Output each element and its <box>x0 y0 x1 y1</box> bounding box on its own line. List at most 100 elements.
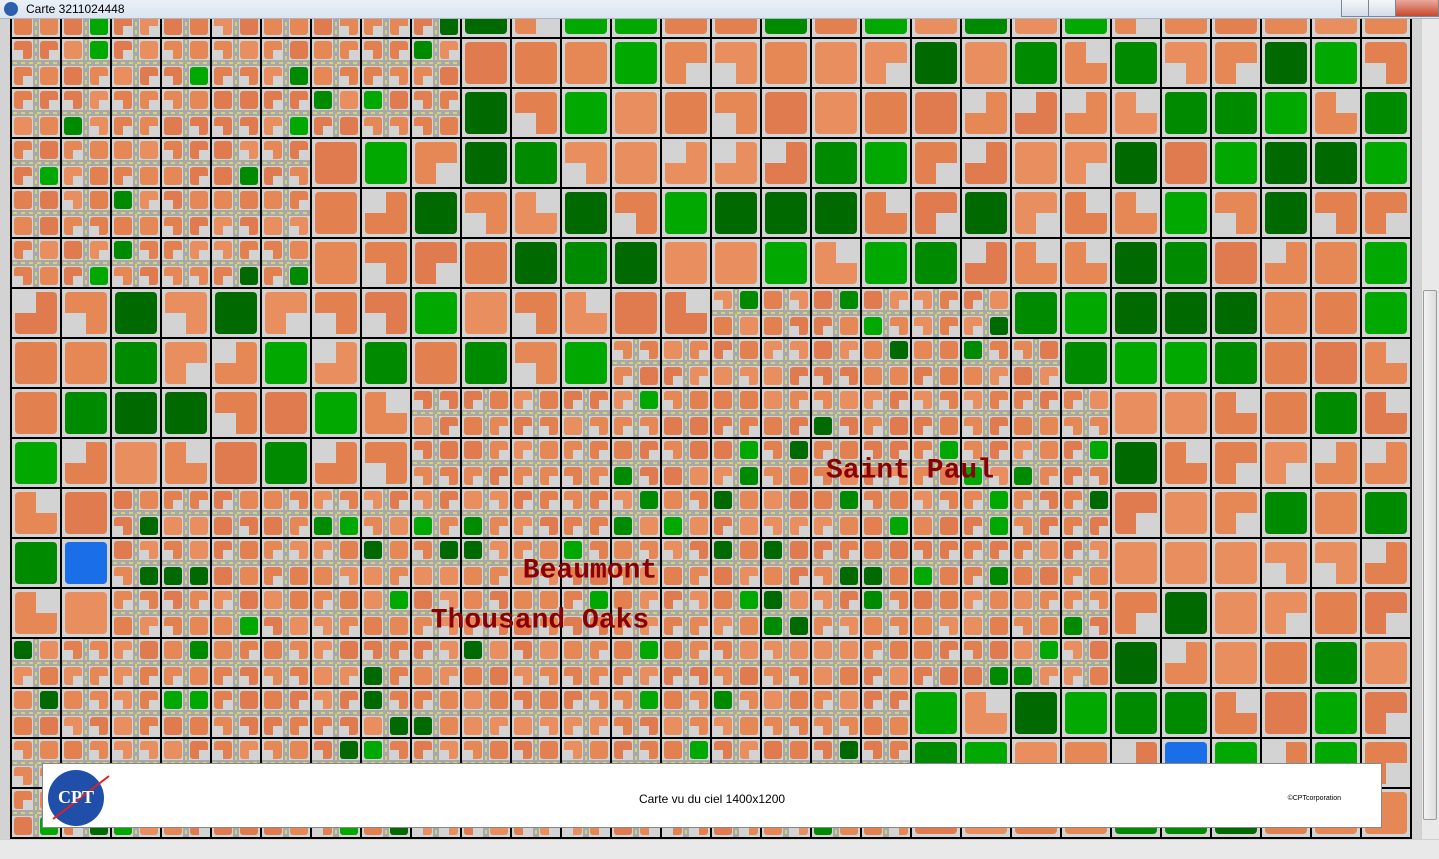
block <box>1215 542 1257 584</box>
block <box>1065 692 1107 734</box>
road <box>362 560 410 566</box>
lot-notch <box>290 650 299 659</box>
lot <box>340 517 358 535</box>
block <box>815 42 857 84</box>
lot <box>714 367 732 385</box>
close-button[interactable] <box>1395 0 1439 17</box>
lot <box>190 641 208 659</box>
block-notch <box>886 192 907 213</box>
lot <box>764 491 782 509</box>
lot-notch <box>690 826 699 835</box>
lot-notch <box>73 176 82 185</box>
lot-notch <box>149 76 158 85</box>
road <box>183 19 189 37</box>
lot-notch <box>199 226 208 235</box>
lot <box>40 241 58 259</box>
block <box>1115 242 1157 284</box>
lot <box>1014 467 1032 485</box>
lot <box>890 491 908 509</box>
road <box>762 660 810 666</box>
road <box>612 710 660 716</box>
block-notch <box>1265 242 1286 263</box>
minimize-button[interactable] <box>1341 0 1369 17</box>
lot-notch <box>299 200 308 209</box>
horizontal-scrollbar[interactable] <box>0 839 1439 859</box>
road <box>562 560 610 566</box>
lot <box>790 441 808 459</box>
lot-notch <box>873 700 882 709</box>
lot-notch <box>840 626 849 635</box>
lot <box>590 741 608 759</box>
road <box>862 460 910 466</box>
lot <box>240 591 258 609</box>
road <box>62 260 110 266</box>
lot-notch <box>1014 526 1023 535</box>
block <box>665 192 707 234</box>
lot <box>140 167 158 185</box>
lot-notch <box>1049 676 1058 685</box>
lot-notch <box>699 350 708 359</box>
lot <box>740 467 758 485</box>
lot-notch <box>390 700 399 709</box>
lot-notch <box>314 626 323 635</box>
block-notch <box>436 163 457 184</box>
lot <box>464 641 482 659</box>
lot-notch <box>90 650 99 659</box>
lot <box>864 367 882 385</box>
lot-notch <box>599 676 608 685</box>
block <box>1365 292 1407 334</box>
road <box>362 60 410 66</box>
lot <box>190 19 208 35</box>
road <box>912 460 960 466</box>
lot <box>314 567 332 585</box>
lot-notch <box>199 500 208 509</box>
maximize-button[interactable] <box>1368 0 1396 17</box>
road <box>862 310 910 316</box>
lot <box>664 467 682 485</box>
lot-notch <box>449 676 458 685</box>
road <box>762 360 810 366</box>
road <box>162 610 210 616</box>
road <box>962 660 1010 666</box>
lot-notch <box>614 726 623 735</box>
lot-notch <box>1023 500 1032 509</box>
road <box>362 660 410 666</box>
lot <box>240 91 258 109</box>
block-notch <box>65 313 86 334</box>
scroll-thumb[interactable] <box>1423 290 1437 820</box>
lot-notch <box>799 426 808 435</box>
lot-notch <box>790 726 799 735</box>
block <box>1265 192 1307 234</box>
lot <box>314 41 332 59</box>
lot-notch <box>549 500 558 509</box>
lot-notch <box>623 676 632 685</box>
lot-notch <box>749 426 758 435</box>
lot-notch <box>964 400 973 409</box>
lot-notch <box>549 476 558 485</box>
lot <box>814 491 832 509</box>
lot-notch <box>73 676 82 685</box>
block-notch <box>515 363 536 384</box>
road <box>33 19 39 37</box>
lot <box>640 367 658 385</box>
road <box>12 60 60 66</box>
lot-notch <box>173 250 182 259</box>
lot <box>640 641 658 659</box>
lot-notch <box>23 800 32 809</box>
lot <box>240 691 258 709</box>
lot-notch <box>899 300 908 309</box>
road <box>862 510 910 516</box>
lot-notch <box>840 376 849 385</box>
lot-notch <box>349 626 358 635</box>
lot <box>40 717 58 735</box>
lot-notch <box>14 750 23 759</box>
road <box>562 460 610 466</box>
lot-notch <box>240 676 249 685</box>
lot <box>740 617 758 635</box>
lot <box>764 391 782 409</box>
lot-notch <box>514 750 523 759</box>
lot <box>340 591 358 609</box>
lot-notch <box>973 326 982 335</box>
lot <box>690 417 708 435</box>
lot <box>664 341 682 359</box>
